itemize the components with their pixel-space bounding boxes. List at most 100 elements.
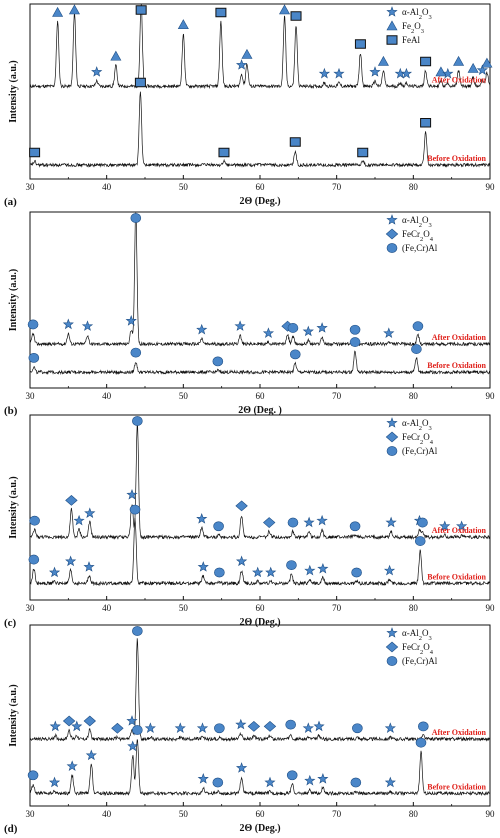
peak-star-marker: [235, 555, 248, 567]
peak-triangle-marker: [52, 6, 64, 17]
peak-circle-marker: [130, 213, 142, 223]
peak-circle-marker: [28, 352, 40, 363]
peak-star-marker: [73, 514, 85, 526]
peak-diamond-marker: [262, 517, 276, 528]
legend-entry-2: FeCr2O4: [402, 432, 434, 446]
legend-circle-icon: [386, 446, 398, 456]
peak-star-marker: [313, 720, 325, 732]
peak-diamond-marker: [235, 500, 248, 512]
peak-circle-marker: [349, 337, 361, 347]
x-tick-label: 70: [332, 391, 342, 401]
xrd-trace: [29, 739, 491, 797]
peak-circle-marker: [286, 770, 298, 781]
series-before-oxidation: Before Oxidation: [28, 337, 491, 376]
peak-star-marker: [49, 776, 61, 788]
series-after-oxidation: After Oxidation: [29, 4, 493, 90]
series-after-oxidation: After Oxidation: [29, 626, 491, 742]
peak-diamond-marker: [83, 715, 97, 727]
x-axis-title: 2Θ (Deg.): [239, 823, 280, 834]
peak-star-marker: [84, 507, 96, 518]
peak-star-marker: [125, 315, 137, 326]
x-tick-label: 50: [179, 809, 189, 819]
x-tick-label: 40: [102, 391, 112, 401]
peak-square-marker: [135, 5, 147, 15]
curve-label: After Oxidation: [432, 75, 487, 84]
peak-star-marker: [196, 323, 208, 335]
peak-circle-marker: [129, 504, 141, 515]
series-before-oxidation: Before Oxidation: [28, 504, 491, 587]
peak-star-marker: [234, 320, 246, 331]
legend-entry-2: Fe2O3: [402, 21, 424, 35]
peak-circle-marker: [286, 560, 297, 570]
legend-entry-3: FeAl: [402, 35, 420, 45]
x-tick-label: 70: [332, 603, 342, 613]
peak-triangle-marker: [177, 19, 189, 30]
peak-star-marker: [264, 776, 276, 788]
legend-triangle-icon: [386, 20, 398, 31]
peak-circle-marker: [349, 324, 361, 335]
peak-star-marker: [304, 774, 316, 786]
peak-circle-marker: [412, 321, 424, 332]
peak-circle-marker: [285, 719, 296, 730]
peak-circle-marker: [27, 770, 39, 781]
legend-entry-1: α-Al2O3: [402, 418, 432, 432]
x-tick-label: 30: [26, 603, 36, 613]
peak-square-marker: [354, 39, 366, 49]
peak-square-marker: [134, 77, 146, 88]
peak-square-marker: [420, 56, 432, 67]
curve-label: After Oxidation: [432, 728, 487, 737]
legend-diamond-icon: [385, 228, 399, 240]
peak-circle-marker: [132, 725, 143, 735]
peak-star-marker: [126, 715, 138, 726]
legend-diamond-icon: [385, 431, 399, 443]
xrd-trace: [29, 91, 491, 168]
legend-entry-3: (Fe,Cr)Al: [402, 243, 438, 253]
peak-triangle-marker: [435, 66, 447, 77]
peak-circle-marker: [212, 356, 224, 367]
x-tick-label: 80: [409, 809, 419, 819]
panel-b: 30 40 50 60 70 80 90 2Θ (Deg. ) Intensity (a.u.)…: [4, 211, 495, 417]
xrd-trace: [29, 350, 491, 376]
peak-star-marker: [383, 564, 396, 576]
peak-star-marker: [302, 722, 314, 734]
peak-star-marker: [83, 561, 95, 572]
peak-circle-marker: [212, 777, 224, 788]
x-tick-label: 30: [26, 809, 36, 819]
peak-triangle-marker: [279, 4, 291, 15]
panel-label: (d): [4, 823, 18, 835]
peak-circle-marker: [350, 777, 362, 788]
panel-d: 30 40 50 60 70 80 90 2Θ (Deg.) Intensity (a.u.) (…: [4, 624, 496, 835]
peak-star-marker: [384, 776, 396, 788]
legend-circle-icon: [386, 656, 398, 666]
peak-square-marker: [289, 137, 301, 147]
peak-star-marker: [304, 564, 316, 576]
x-tick-label: 90: [486, 182, 496, 192]
peak-diamond-marker: [263, 721, 277, 732]
peak-star-marker: [318, 67, 331, 79]
peak-circle-marker: [414, 536, 426, 546]
peak-star-marker: [71, 720, 83, 732]
peak-star-marker: [126, 488, 138, 500]
peak-triangle-marker: [481, 57, 493, 68]
peak-circle-marker: [130, 347, 142, 358]
peak-star-marker: [456, 520, 468, 531]
peak-diamond-marker: [65, 494, 78, 506]
peak-star-marker: [235, 59, 248, 70]
peak-square-marker: [357, 147, 369, 158]
peak-star-marker: [302, 325, 314, 337]
x-tick-label: 60: [256, 182, 266, 192]
x-tick-label: 60: [256, 809, 266, 819]
peak-star-marker: [400, 67, 413, 79]
peak-star-marker: [66, 760, 78, 772]
peak-star-marker: [85, 749, 97, 761]
curve-label: Before Oxidation: [427, 154, 486, 163]
panel-c: 30 40 50 60 70 80 90 2Θ (Deg.) Intensity (a.u.) (…: [4, 414, 495, 629]
y-axis-title: Intensity (a.u.): [8, 684, 19, 747]
peak-square-marker: [290, 11, 302, 21]
peak-circle-marker: [213, 521, 224, 532]
peak-circle-marker: [214, 567, 225, 578]
peak-star-marker: [197, 773, 209, 784]
peak-triangle-marker: [241, 48, 253, 59]
x-tick-label: 50: [179, 603, 189, 613]
x-tick-label: 90: [486, 809, 496, 819]
